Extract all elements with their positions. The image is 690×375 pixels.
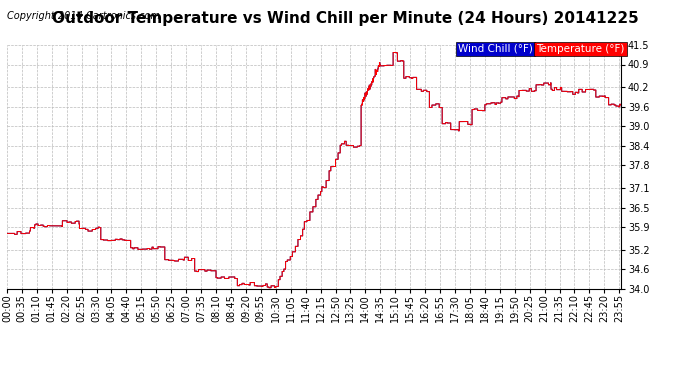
Text: Copyright 2014 Cartronics.com: Copyright 2014 Cartronics.com: [7, 11, 160, 21]
Text: Wind Chill (°F): Wind Chill (°F): [458, 44, 533, 54]
Text: Temperature (°F): Temperature (°F): [536, 44, 624, 54]
Text: Outdoor Temperature vs Wind Chill per Minute (24 Hours) 20141225: Outdoor Temperature vs Wind Chill per Mi…: [52, 11, 638, 26]
